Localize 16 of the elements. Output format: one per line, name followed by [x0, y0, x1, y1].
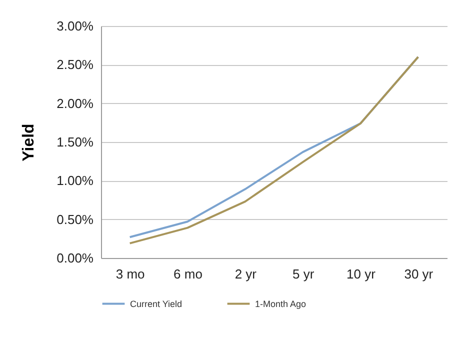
x-tick-label: 3 mo: [116, 266, 145, 282]
y-tick-label: 1.00%: [56, 173, 94, 188]
y-tick-label: 0.00%: [56, 250, 94, 266]
y-axis-title: Yield: [20, 124, 38, 162]
legend-label: Current Yield: [130, 298, 182, 309]
x-tick-label: 10 yr: [346, 266, 376, 282]
y-tick-label: 3.00%: [56, 18, 94, 34]
x-tick-label: 5 yr: [292, 266, 315, 282]
x-tick-label: 30 yr: [404, 266, 434, 282]
x-tick-label: 2 yr: [234, 266, 258, 282]
y-tick-label: 1.50%: [56, 134, 94, 150]
y-tick-label: 0.50%: [56, 212, 94, 227]
y-tick-label: 2.00%: [56, 96, 94, 111]
x-tick-label: 6 mo: [174, 266, 202, 282]
legend-label: 1-Month Ago: [255, 298, 306, 309]
y-tick-label: 2.50%: [56, 57, 94, 72]
